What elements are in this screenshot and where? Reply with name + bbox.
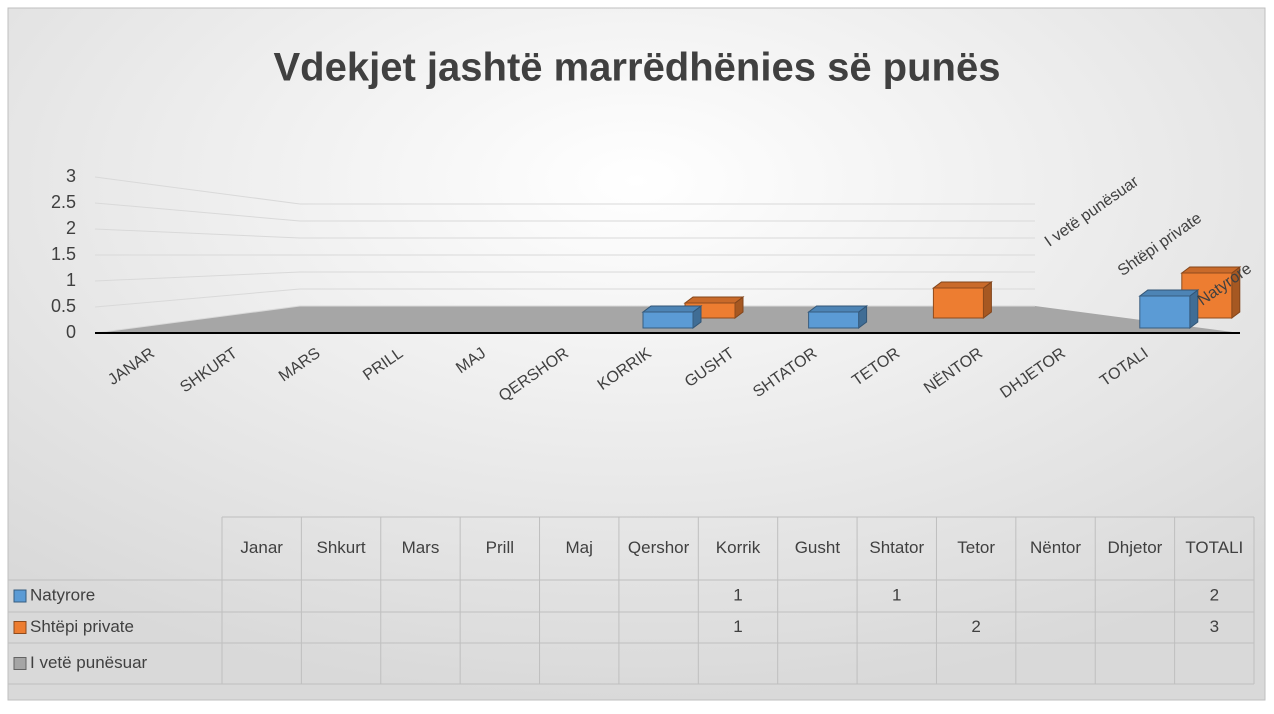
bar (641, 305, 703, 329)
bar-top (683, 296, 745, 304)
bar-top (807, 305, 869, 313)
y-tick-label: 0 (66, 322, 76, 342)
bar (931, 281, 993, 319)
bar-top (1138, 289, 1200, 297)
chart-title: Vdekjet jashtë marrëdhënies së punës (274, 46, 1001, 90)
table-header: Maj (566, 538, 593, 557)
bar-front (808, 311, 860, 329)
table-header: Qershor (628, 538, 690, 557)
y-tick-label: 2 (66, 218, 76, 238)
legend-label: Natyrore (30, 585, 95, 604)
table-header: Shtator (869, 538, 924, 557)
grid-line (94, 228, 1035, 239)
grid-line (94, 305, 1035, 334)
grid-line (94, 271, 1035, 282)
grid-line (94, 288, 1035, 308)
table-header: Mars (402, 538, 440, 557)
y-tick-label: 0.5 (51, 296, 76, 316)
table-header: TOTALI (1185, 538, 1243, 557)
y-tick-label: 1.5 (51, 244, 76, 264)
table-header: Tetor (957, 538, 995, 557)
bar (807, 305, 869, 329)
bar-top (931, 281, 993, 289)
grid-line (94, 202, 1035, 222)
grid-line (94, 176, 1035, 205)
legend-key (13, 657, 27, 670)
table-header: Dhjetor (1108, 538, 1163, 557)
table-header: Shkurt (317, 538, 366, 557)
bar-front (1139, 295, 1191, 329)
table-value: 1 (892, 585, 901, 604)
table-value: 2 (1210, 585, 1219, 604)
legend-label: Shtëpi private (30, 617, 134, 636)
bar-front (932, 287, 984, 319)
bar (1138, 289, 1200, 329)
bar-top (641, 305, 703, 313)
bar-front (642, 311, 694, 329)
legend-label: I vetë punësuar (30, 653, 148, 672)
table-header: Janar (240, 538, 283, 557)
table-header: Nëntor (1030, 538, 1081, 557)
table-value: 1 (733, 585, 742, 604)
legend-key (13, 589, 27, 603)
table-value: 3 (1210, 617, 1219, 636)
y-tick-label: 1 (66, 270, 76, 290)
y-tick-label: 3 (66, 166, 76, 186)
table-value: 1 (733, 617, 742, 636)
table-header: Prill (486, 538, 514, 557)
table-header: Gusht (795, 538, 841, 557)
chart-area (7, 7, 1266, 701)
table-header: Korrik (716, 538, 761, 557)
table-value: 2 (971, 617, 980, 636)
y-tick-label: 2.5 (51, 192, 76, 212)
legend-key (13, 621, 27, 634)
